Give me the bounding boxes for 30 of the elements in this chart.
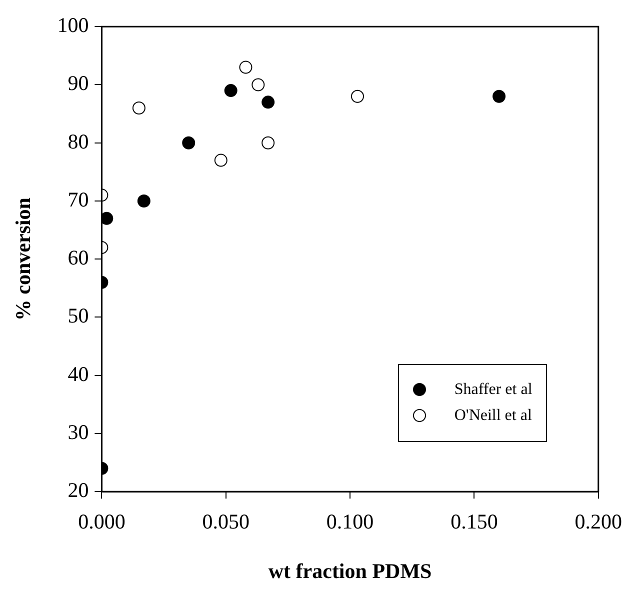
- y-tick-label: 20: [68, 478, 89, 502]
- x-tick-label: 0.200: [574, 510, 622, 534]
- point: [182, 136, 196, 150]
- point: [102, 212, 114, 225]
- point: [252, 78, 265, 92]
- x-tick-label: 0.000: [78, 510, 126, 534]
- y-axis-title: % conversion: [11, 197, 36, 321]
- point: [224, 84, 238, 98]
- point: [350, 90, 364, 103]
- point: [239, 60, 252, 74]
- y-tick-label: 90: [68, 71, 89, 96]
- point: [214, 154, 228, 167]
- y-tick-label: 30: [68, 420, 89, 444]
- point: [132, 101, 146, 114]
- y-tick-label: 100: [57, 13, 89, 38]
- x-axis-title: wt fraction PDMS: [268, 558, 432, 583]
- x-tick-label: 0.150: [450, 510, 498, 534]
- y-tick-label: 40: [68, 362, 89, 386]
- legend-label: Shaffer et al: [454, 380, 532, 399]
- x-tick-label: 0.050: [202, 510, 250, 534]
- point: [492, 90, 506, 103]
- y-tick-label: 70: [68, 187, 89, 212]
- y-tick-label: 60: [68, 246, 89, 270]
- legend-label: O'Neill et al: [454, 406, 532, 425]
- y-tick-label: 80: [68, 129, 89, 154]
- point: [137, 194, 150, 208]
- x-tick-label: 0.100: [326, 510, 374, 534]
- y-tick-label: 50: [68, 304, 89, 328]
- point: [262, 96, 275, 109]
- point: [262, 136, 275, 150]
